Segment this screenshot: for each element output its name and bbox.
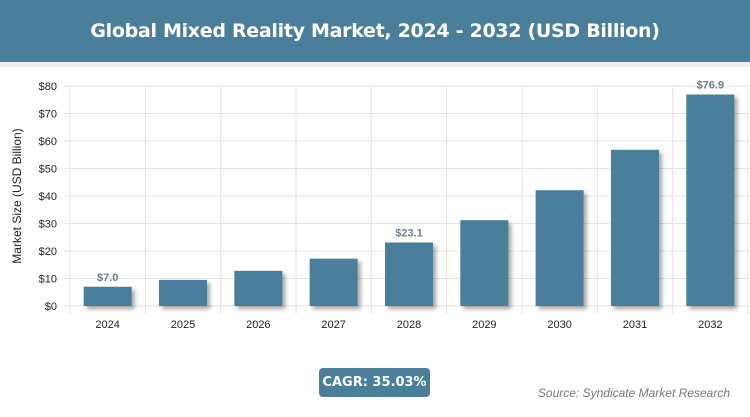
bar-2027	[309, 258, 358, 306]
bar-2025	[159, 279, 207, 306]
x-tick-label: 2025	[171, 319, 195, 331]
y-tick-label: $20	[39, 246, 57, 258]
cagr-badge: CAGR: 35.03%	[319, 368, 430, 397]
y-tick-label: $10	[39, 274, 57, 286]
bar-2029	[460, 220, 509, 306]
data-label: $76.9	[697, 80, 725, 92]
y-tick-label: $50	[39, 164, 57, 176]
bar-2026	[234, 270, 283, 306]
x-tick-label: 2030	[547, 319, 571, 331]
x-tick-label: 2031	[623, 319, 647, 331]
data-label: $7.0	[97, 272, 118, 284]
source-note: Source: Syndicate Market Research	[537, 386, 730, 400]
y-tick-label: $30	[39, 219, 57, 231]
x-tick-label: 2029	[472, 319, 496, 331]
y-tick-label: $40	[39, 191, 57, 203]
x-tick-label: 2024	[95, 319, 119, 331]
x-tick-label: 2032	[698, 319, 722, 331]
bar-2028	[385, 242, 433, 306]
chart-title: Global Mixed Reality Market, 2024 - 2032…	[0, 0, 750, 62]
x-tick-label: 2028	[397, 319, 421, 331]
bar-2031	[611, 149, 659, 306]
bar-2024	[83, 286, 132, 306]
data-label: $23.1	[395, 227, 423, 239]
y-tick-label: $60	[39, 136, 57, 148]
y-tick-label: $0	[45, 301, 57, 313]
x-tick-label: 2026	[246, 319, 270, 331]
bar-2032	[686, 94, 735, 307]
header-divider	[0, 62, 750, 67]
x-tick-label: 2027	[321, 319, 345, 331]
y-axis-label: Market Size (USD Billion)	[10, 128, 24, 263]
y-tick-label: $70	[39, 109, 57, 121]
bar-2030	[535, 190, 584, 306]
y-tick-label: $80	[39, 81, 57, 93]
